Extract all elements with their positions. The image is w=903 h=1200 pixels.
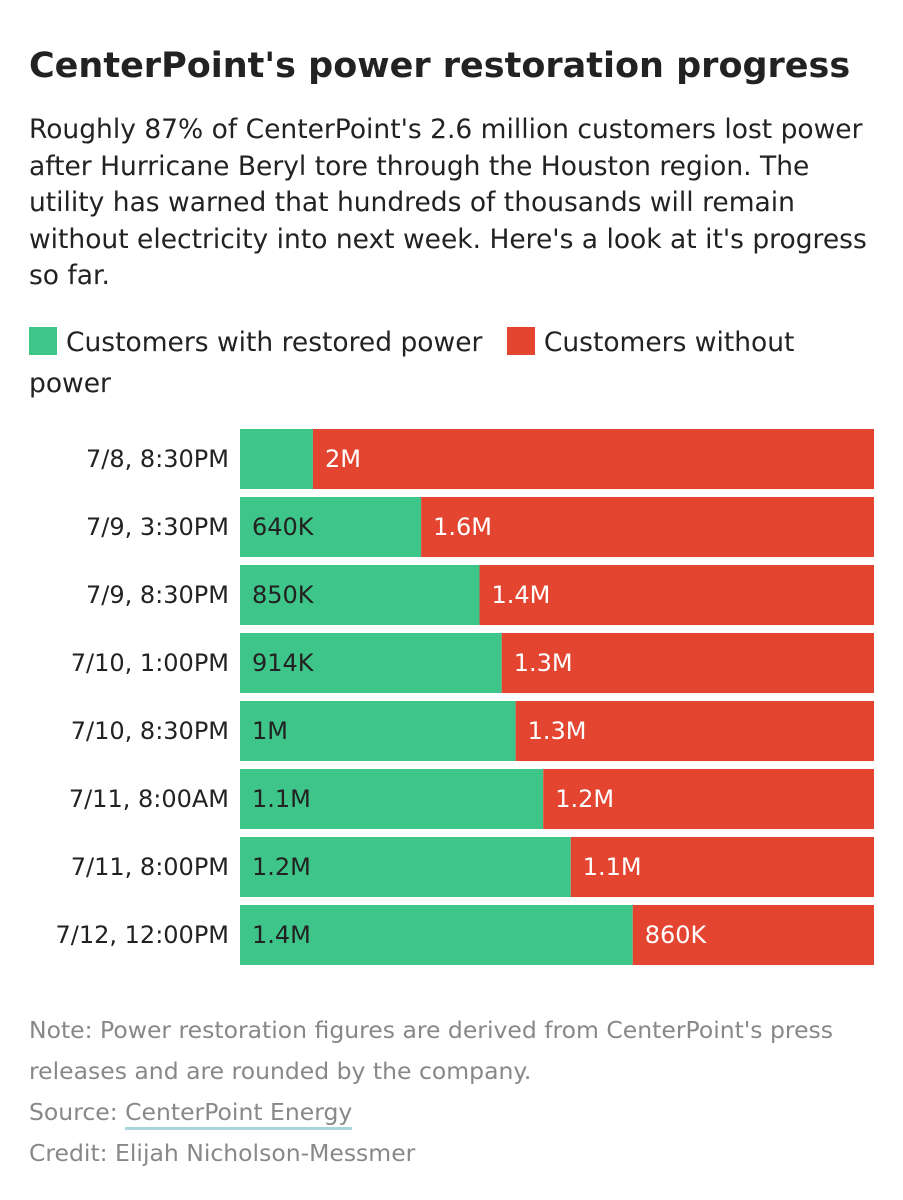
data-label: 640K (252, 513, 315, 541)
data-label: 1.3M (528, 717, 587, 745)
bar-chart: 7/8, 8:30PM 2M 7/9, 3:30PM 640K 1.6M 7/9, 8:3… (0, 420, 903, 980)
category-label: 7/10, 8:30PM (71, 717, 229, 745)
legend-label-without: Customers without power (29, 327, 795, 399)
bar-segment-restored (240, 429, 313, 489)
data-label: 2M (325, 445, 361, 473)
category-label: 7/8, 8:30PM (86, 445, 229, 473)
footer-note: Note: Power restoration figures are deri… (29, 1016, 834, 1085)
data-label: 1.2M (252, 853, 311, 881)
source-prefix: Source: (29, 1098, 126, 1126)
category-label: 7/11, 8:00PM (71, 853, 229, 881)
category-label: 7/12, 12:00PM (56, 921, 230, 949)
data-label: 1.1M (583, 853, 642, 881)
chart-title: CenterPoint's power restoration progress (29, 46, 851, 86)
footer: Note: Power restoration figures are deri… (29, 1010, 879, 1174)
data-label: 1.4M (252, 921, 311, 949)
footer-source: Source: CenterPoint Energy (29, 1092, 879, 1133)
data-label: 1.2M (555, 785, 614, 813)
bar-segment-without (570, 837, 874, 897)
data-label: 1.6M (433, 513, 492, 541)
data-label: 1.3M (514, 649, 573, 677)
data-label: 1M (252, 717, 288, 745)
bar-segment-without (421, 497, 874, 557)
data-label: 1.4M (492, 581, 551, 609)
bar-segment-restored (240, 769, 544, 829)
source-link[interactable]: CenterPoint Energy (125, 1098, 353, 1130)
legend-swatch-restored (29, 327, 57, 355)
data-label: 850K (252, 581, 315, 609)
legend-item-without: Customers without power (29, 327, 794, 399)
bar-segment-without (543, 769, 874, 829)
category-label: 7/11, 8:00AM (69, 785, 229, 813)
bar-segment-restored (240, 565, 480, 625)
bar-segment-without (479, 565, 874, 625)
footer-credit: Credit: Elijah Nicholson-Messmer (29, 1139, 416, 1167)
legend-item-restored: Customers with restored power (29, 327, 482, 358)
legend-swatch-without (506, 327, 535, 355)
bar-segment-restored (240, 497, 422, 557)
data-label: 914K (252, 649, 315, 677)
bar-segment-restored (240, 837, 571, 897)
bar-segment-without (312, 429, 874, 489)
legend-label-restored: Customers with restored power (66, 327, 483, 358)
data-label: 1.1M (252, 785, 311, 813)
legend: Customers with restored power Customers … (29, 322, 879, 404)
data-label: 860K (645, 921, 708, 949)
bar-segment-without (501, 633, 874, 693)
chart-subtitle: Roughly 87% of CenterPoint's 2.6 million… (29, 114, 867, 291)
bar-segment-restored (240, 701, 516, 761)
category-label: 7/10, 1:00PM (71, 649, 229, 677)
bar-chart-svg: 7/8, 8:30PM 2M 7/9, 3:30PM 640K 1.6M 7/9, 8:3… (56, 429, 874, 965)
bar-segment-restored (240, 633, 502, 693)
bar-segment-restored (240, 905, 633, 965)
bar-segment-without (515, 701, 874, 761)
bar-segment-without (632, 905, 874, 965)
category-label: 7/9, 8:30PM (86, 581, 229, 609)
category-label: 7/9, 3:30PM (86, 513, 229, 541)
